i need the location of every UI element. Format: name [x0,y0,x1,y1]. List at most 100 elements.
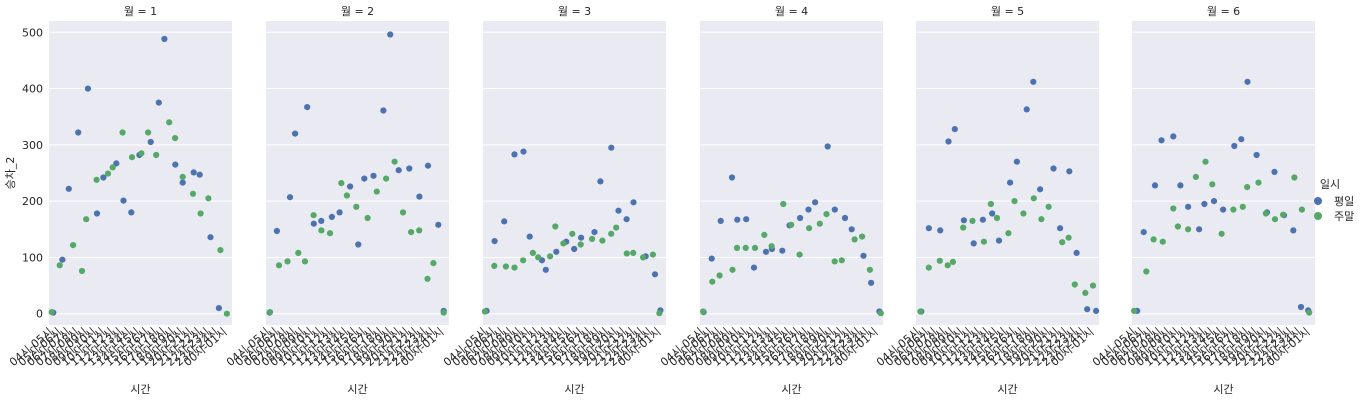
data-point [65,185,72,192]
data-point [93,176,100,183]
data-point [207,234,214,241]
data-point [578,234,585,241]
data-point [877,310,884,317]
data-point [560,240,567,247]
data-point [608,144,615,151]
data-point [205,195,212,202]
data-point [197,210,204,217]
data-point [295,249,302,256]
data-point [273,227,280,235]
facet-panel-5: 월 = 504시-05시05시-06시06시-07시07시-08시08시-09시… [874,5,1100,396]
data-point [780,200,787,208]
data-point [995,237,1003,244]
data-point [172,161,179,168]
y-tick-label: 100 [22,251,43,264]
data-point [373,188,380,195]
data-point [937,227,944,234]
panel-background [1132,21,1315,325]
facet-title: 월 = 1 [124,5,157,18]
data-point [161,35,168,43]
data-point [1066,168,1073,175]
data-point [1185,226,1192,233]
data-point [1159,238,1166,245]
data-point [728,174,736,181]
data-point [1271,216,1279,223]
data-point [491,262,498,269]
data-point [838,257,845,264]
data-point [1013,158,1021,165]
data-point [286,194,294,201]
facet-panel-6: 월 = 604시-05시05시-06시06시-07시07시-08시08시-09시… [1090,5,1315,396]
data-point [970,240,977,247]
data-point [93,210,101,217]
data-point [399,209,407,216]
data-point [383,175,390,182]
data-point [511,264,518,271]
data-point [145,129,152,136]
data-point [734,216,741,223]
data-point [275,262,283,269]
data-point [806,225,813,232]
data-point [1244,184,1251,191]
legend-label: 주말 [1334,210,1354,223]
data-point [347,183,354,190]
data-point [742,244,749,251]
data-point [960,224,967,231]
data-point [223,310,230,317]
data-point [949,258,957,265]
data-point [416,227,423,234]
x-axis-label: 시간 [997,383,1017,396]
data-point [109,164,116,171]
data-point [989,210,996,217]
data-point [1271,168,1278,175]
data-point [805,206,812,213]
data-point [529,249,537,256]
x-axis-label: 시간 [130,383,150,396]
data-point [589,235,596,242]
data-point [318,227,325,234]
legend-label: 평일 [1334,194,1354,208]
data-point [1071,281,1078,288]
data-point [651,271,659,278]
legend-marker [1314,197,1322,205]
facet-panel-3: 월 = 304시-05시05시-06시06시-07시07시-08시08시-09시… [441,5,666,396]
data-point [364,214,371,222]
data-point [395,167,402,174]
data-point [656,310,663,317]
data-point [1244,78,1251,85]
data-point [1140,229,1147,236]
data-point [1230,206,1237,213]
data-point [1143,268,1150,275]
data-point [987,200,995,208]
data-point [1192,173,1199,180]
data-point [78,267,86,275]
data-point [1280,211,1287,218]
data-point [1084,306,1091,313]
data-point [649,251,657,258]
data-point [502,263,509,270]
data-point [1005,230,1012,237]
data-point [310,212,317,219]
data-point [138,150,145,157]
data-point [318,217,325,224]
data-point [1093,307,1100,314]
data-point [824,143,831,150]
data-point [370,172,377,179]
data-point [179,179,186,186]
data-point [615,207,622,214]
data-point [1011,198,1018,205]
data-point [430,260,437,267]
data-point [1239,203,1246,210]
data-point [1238,136,1245,143]
data-point [1073,249,1080,256]
data-point [788,221,795,228]
data-point [1209,181,1216,188]
data-point [1291,174,1298,181]
data-point [729,266,736,273]
data-point [993,214,1001,222]
data-point [969,217,976,224]
facet-panel-2: 월 = 204시-05시05시-06시06시-07시07시-08시08시-09시… [224,5,449,396]
data-point [1150,236,1157,243]
